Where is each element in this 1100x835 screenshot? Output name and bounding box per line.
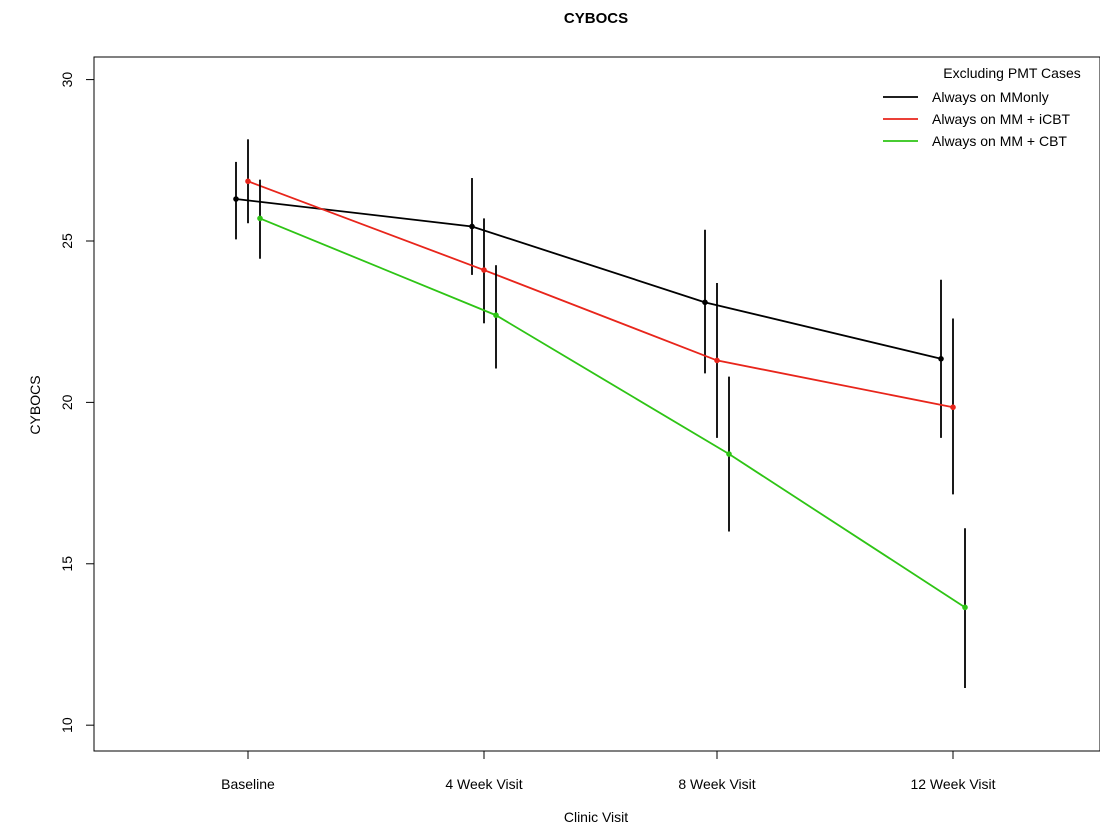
data-point [938,356,944,362]
x-axis: Baseline 4 Week Visit 8 Week Visit 12 Week … [221,751,996,792]
data-point [962,604,968,611]
series-line [259,217,966,609]
y-tick-label: 30 [59,72,75,88]
data-point [950,404,956,411]
series-group [257,179,968,689]
x-tick-label: 8 Week Visit [678,776,755,792]
series-group [245,139,956,495]
data-point [702,299,708,306]
chart-title: CYBOCS [564,10,628,27]
data-point [493,312,499,319]
plot-frame [93,56,1100,752]
y-tick-label: 15 [59,556,75,572]
y-tick-label: 10 [59,717,75,733]
legend-label: Always on MM + iCBT [932,111,1071,127]
legend-label: Always on MMonly [932,89,1049,105]
data-point [245,178,251,185]
data-point [233,196,239,202]
data-point [714,357,720,364]
series-layer [233,139,968,689]
y-tick-label: 20 [59,394,75,410]
series-line [235,198,942,360]
data-point [469,223,475,230]
legend-label: Always on MM + CBT [932,133,1067,149]
x-tick-label: 4 Week Visit [445,776,522,792]
data-point [726,451,732,457]
y-tick-label: 25 [59,233,75,249]
y-axis: 10 15 20 25 30 [59,72,94,733]
x-tick-label: Baseline [221,776,275,792]
data-point [481,267,487,273]
x-axis-label: Clinic Visit [564,809,628,825]
legend: Excluding PMT Cases Always on MMonly Alwa… [883,65,1081,149]
series-group [233,161,944,438]
x-tick-label: 12 Week Visit [910,776,995,792]
legend-title: Excluding PMT Cases [943,65,1080,81]
data-point [257,215,263,222]
y-axis-label: CYBOCS [27,375,43,434]
series-line [247,180,954,409]
